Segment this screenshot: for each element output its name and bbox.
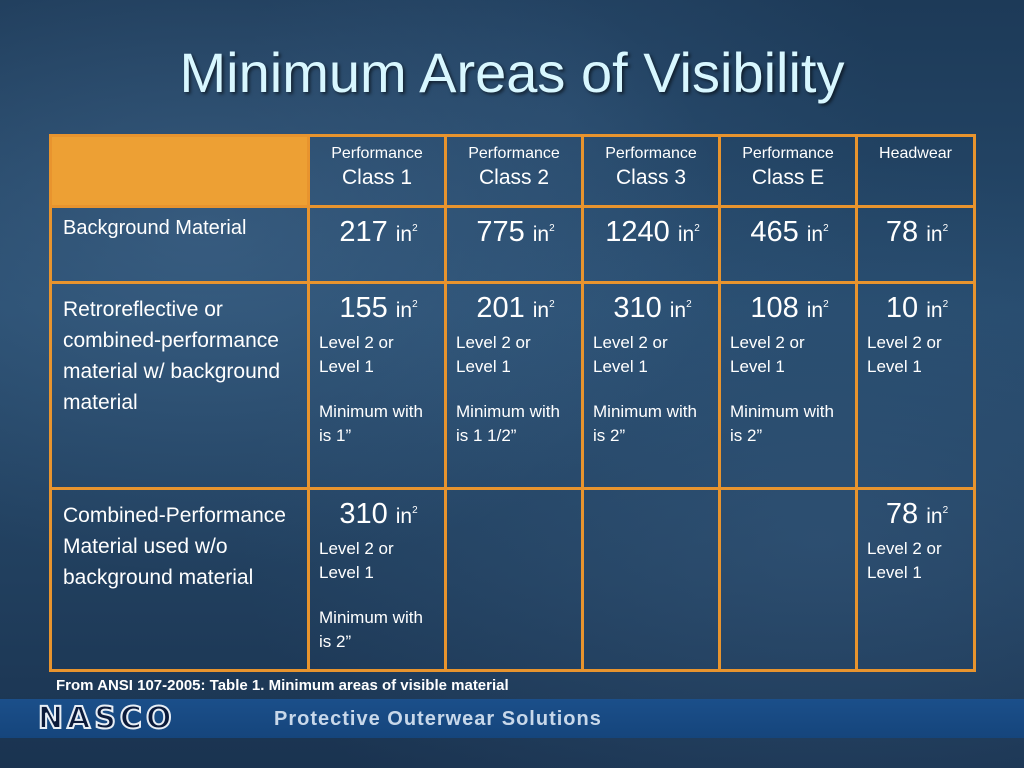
table-cell: 310 in2 Level 2 or Level 1 Minimum with is… bbox=[307, 487, 447, 672]
area-value: 217 in2 bbox=[319, 216, 438, 249]
level-note: Level 2 or Level 1 bbox=[593, 333, 668, 376]
area-number: 78 bbox=[885, 498, 919, 530]
nasco-logo: NASCO bbox=[37, 701, 176, 736]
area-number: 10 bbox=[885, 292, 919, 324]
footer-bar bbox=[0, 699, 1024, 738]
header-row: Performance Class 1 Performance Class 2 … bbox=[49, 134, 976, 208]
area-value: 310 in2 bbox=[593, 292, 712, 325]
area-number: 310 bbox=[613, 292, 662, 324]
area-unit: in bbox=[532, 223, 550, 246]
area-value: 155 in2 bbox=[319, 292, 438, 325]
area-unit-exponent: 2 bbox=[549, 299, 555, 310]
area-unit: in bbox=[926, 505, 943, 528]
area-unit-exponent: 2 bbox=[694, 223, 700, 234]
table-row: Background Material 217 in2 775 in2 1240 i… bbox=[49, 205, 976, 284]
area-unit: in bbox=[806, 299, 824, 322]
area-unit: in bbox=[926, 299, 943, 322]
table-cell: 10 in2 Level 2 or Level 1 bbox=[855, 281, 976, 490]
row-label: Retroreflective or combined-performance … bbox=[49, 281, 310, 490]
source-footnote: From ANSI 107-2005: Table 1. Minimum are… bbox=[56, 677, 509, 694]
table-cell: 1240 in2 bbox=[581, 205, 721, 284]
area-unit: in bbox=[926, 223, 943, 246]
table-row: Retroreflective or combined-performance … bbox=[49, 281, 976, 490]
area-unit-exponent: 2 bbox=[942, 505, 949, 516]
area-number: 465 bbox=[750, 216, 799, 248]
area-unit: in bbox=[395, 223, 413, 246]
table-cell: 217 in2 bbox=[307, 205, 447, 284]
slide-title: Minimum Areas of Visibility bbox=[179, 41, 845, 104]
area-number: 217 bbox=[339, 216, 388, 248]
column-header: Headwear bbox=[855, 134, 976, 208]
level-note: Level 2 or Level 1 bbox=[319, 333, 394, 376]
area-value: 775 in2 bbox=[456, 216, 575, 249]
table-cell: 108 in2 Level 2 or Level 1 Minimum with is… bbox=[718, 281, 858, 490]
level-note: Level 2 or Level 1 bbox=[867, 333, 942, 376]
area-unit-exponent: 2 bbox=[823, 223, 829, 234]
column-header: Performance Class 1 bbox=[307, 134, 447, 208]
area-unit-exponent: 2 bbox=[412, 223, 418, 234]
level-note: Level 2 or Level 1 bbox=[456, 333, 531, 376]
column-header: Performance Class 2 bbox=[444, 134, 584, 208]
area-unit: in bbox=[806, 223, 824, 246]
column-header: Performance Class E bbox=[718, 134, 858, 208]
table-cell: 201 in2 Level 2 or Level 1 Minimum with is… bbox=[444, 281, 584, 490]
area-unit: in bbox=[669, 299, 687, 322]
area-value: 310 in2 bbox=[319, 498, 438, 531]
area-number: 201 bbox=[476, 292, 525, 324]
area-unit-exponent: 2 bbox=[942, 299, 949, 310]
area-value: 78 in2 bbox=[867, 498, 967, 531]
area-number: 310 bbox=[339, 498, 388, 530]
area-unit: in bbox=[395, 299, 413, 322]
area-value: 1240 in2 bbox=[593, 216, 712, 249]
area-value: 108 in2 bbox=[730, 292, 849, 325]
min-width-note: Minimum with is 1” bbox=[319, 402, 423, 445]
area-value: 10 in2 bbox=[867, 292, 967, 325]
area-unit-exponent: 2 bbox=[942, 223, 949, 234]
row-label: Background Material bbox=[49, 205, 310, 284]
table-cell: 78 in2 bbox=[855, 205, 976, 284]
min-width-note: Minimum with is 2” bbox=[730, 402, 834, 445]
area-value: 201 in2 bbox=[456, 292, 575, 325]
row-label: Combined-Performance Material used w/o b… bbox=[49, 487, 310, 672]
table-cell: 310 in2 Level 2 or Level 1 Minimum with is… bbox=[581, 281, 721, 490]
level-note: Level 2 or Level 1 bbox=[319, 539, 394, 582]
table-cell: 155 in2 Level 2 or Level 1 Minimum with is… bbox=[307, 281, 447, 490]
area-number: 155 bbox=[339, 292, 388, 324]
area-unit: in bbox=[677, 223, 695, 246]
footer-tagline: Protective Outerwear Solutions bbox=[274, 708, 602, 730]
area-value: 78 in2 bbox=[867, 216, 967, 249]
table-cell bbox=[581, 487, 721, 672]
table-corner-cell bbox=[49, 134, 310, 208]
table-cell: 78 in2 Level 2 or Level 1 bbox=[855, 487, 976, 672]
min-width-note: Minimum with is 2” bbox=[319, 608, 423, 651]
level-note: Level 2 or Level 1 bbox=[730, 333, 805, 376]
area-unit: in bbox=[532, 299, 550, 322]
min-width-note: Minimum with is 1 1/2” bbox=[456, 402, 560, 445]
table-cell: 465 in2 bbox=[718, 205, 858, 284]
area-value: 465 in2 bbox=[730, 216, 849, 249]
area-number: 1240 bbox=[605, 216, 670, 248]
area-number: 108 bbox=[750, 292, 799, 324]
area-unit: in bbox=[395, 505, 413, 528]
table-row: Combined-Performance Material used w/o b… bbox=[49, 487, 976, 672]
min-width-note: Minimum with is 2” bbox=[593, 402, 697, 445]
area-unit-exponent: 2 bbox=[549, 223, 555, 234]
table-cell bbox=[718, 487, 858, 672]
table-cell: 775 in2 bbox=[444, 205, 584, 284]
area-number: 775 bbox=[476, 216, 525, 248]
area-number: 78 bbox=[885, 216, 919, 248]
area-unit-exponent: 2 bbox=[686, 299, 692, 310]
visibility-table: Performance Class 1 Performance Class 2 … bbox=[49, 134, 976, 672]
area-unit-exponent: 2 bbox=[412, 505, 418, 516]
column-header: Performance Class 3 bbox=[581, 134, 721, 208]
level-note: Level 2 or Level 1 bbox=[867, 539, 942, 582]
area-unit-exponent: 2 bbox=[412, 299, 418, 310]
table-cell bbox=[444, 487, 584, 672]
area-unit-exponent: 2 bbox=[823, 299, 829, 310]
